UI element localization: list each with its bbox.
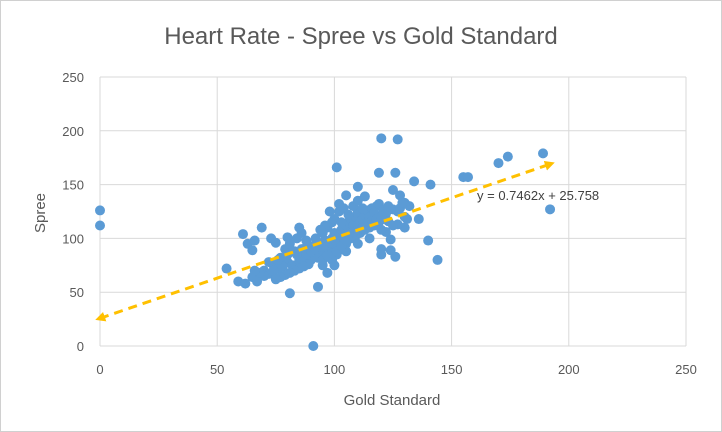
x-tick-label: 0 xyxy=(96,362,103,377)
data-point xyxy=(376,244,387,255)
data-point xyxy=(388,184,398,195)
data-point xyxy=(432,254,443,265)
data-point xyxy=(364,233,375,244)
data-point xyxy=(409,176,420,187)
data-point xyxy=(312,281,323,292)
x-tick-labels: 0 50 100 150 200 250 xyxy=(96,362,696,377)
data-point xyxy=(336,217,347,228)
x-tick-label: 250 xyxy=(675,362,697,377)
data-point xyxy=(256,222,267,233)
data-point xyxy=(397,197,408,208)
y-tick-label: 250 xyxy=(62,70,84,85)
data-point xyxy=(538,148,549,159)
y-tick-label: 150 xyxy=(62,178,84,193)
data-point xyxy=(390,167,401,178)
data-point xyxy=(324,206,335,217)
data-point xyxy=(502,151,513,162)
data-point xyxy=(308,341,319,351)
data-point xyxy=(282,232,293,243)
data-points xyxy=(95,133,556,351)
y-axis-title: Spree xyxy=(32,193,49,233)
data-point xyxy=(463,172,474,183)
data-point xyxy=(373,167,384,178)
data-point xyxy=(249,235,260,246)
data-point xyxy=(247,245,258,256)
x-tick-label: 200 xyxy=(558,362,580,377)
chart-title: Heart Rate - Spree vs Gold Standard xyxy=(164,23,558,50)
trendline-equation: y = 0.7462x + 25.758 xyxy=(477,188,599,203)
y-tick-label: 200 xyxy=(62,124,84,139)
data-point xyxy=(352,181,363,192)
data-point xyxy=(249,265,260,276)
y-tick-label: 50 xyxy=(70,285,84,300)
data-point xyxy=(493,158,504,169)
data-point xyxy=(270,274,281,285)
data-point xyxy=(376,224,387,235)
y-tick-label: 0 xyxy=(77,339,84,354)
data-point xyxy=(237,229,248,240)
data-point xyxy=(341,235,352,246)
data-point xyxy=(376,133,387,144)
data-point xyxy=(352,238,363,249)
data-point xyxy=(341,190,352,201)
data-point xyxy=(95,220,105,231)
data-point xyxy=(301,235,312,246)
data-point xyxy=(392,134,403,145)
y-tick-labels: 0 50 100 150 200 250 xyxy=(62,70,84,354)
data-point xyxy=(423,235,434,246)
x-tick-label: 100 xyxy=(324,362,346,377)
data-point xyxy=(315,224,326,235)
data-point xyxy=(357,203,368,214)
data-point xyxy=(329,260,340,271)
data-point xyxy=(343,209,354,220)
data-point xyxy=(545,204,556,215)
data-point xyxy=(221,263,232,274)
data-point xyxy=(388,220,398,231)
trendline xyxy=(95,161,555,322)
y-tick-label: 100 xyxy=(62,231,84,246)
data-point xyxy=(385,234,396,245)
data-point xyxy=(294,222,305,233)
data-point xyxy=(425,179,436,190)
data-point xyxy=(95,205,105,216)
data-point xyxy=(284,288,295,299)
data-point xyxy=(413,214,424,225)
x-tick-label: 50 xyxy=(210,362,224,377)
data-point xyxy=(270,237,281,248)
x-axis-title: Gold Standard xyxy=(344,392,441,409)
x-tick-label: 150 xyxy=(441,362,463,377)
data-point xyxy=(390,251,401,262)
data-point xyxy=(331,162,342,173)
